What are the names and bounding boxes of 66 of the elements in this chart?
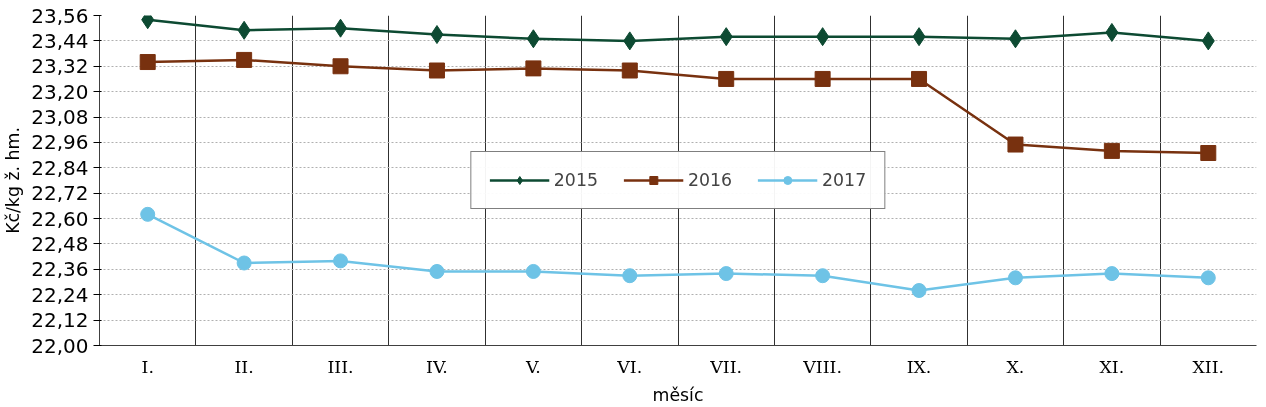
y-tick-label: 22,72 (31, 181, 89, 206)
x-tick-label: VIII. (802, 356, 842, 377)
y-tick-label: 22,48 (31, 231, 89, 256)
point (719, 27, 733, 47)
point (429, 263, 445, 279)
point (526, 29, 540, 49)
x-tick-label: XI. (1099, 356, 1125, 377)
legend-label: 2016 (687, 170, 733, 190)
y-tick-label: 23,08 (31, 105, 89, 130)
y-tick-label: 23,44 (31, 28, 89, 53)
y-tick-label: 23,20 (31, 79, 89, 104)
x-tick-label: V. (524, 356, 541, 377)
y-axis-title: Kč/kg ž. hm. (3, 127, 24, 234)
point (428, 62, 445, 79)
y-tick-label: 22,96 (31, 130, 89, 155)
point (718, 70, 735, 87)
point (1007, 136, 1024, 153)
y-tick-label: 22,12 (31, 308, 89, 333)
point (622, 268, 638, 284)
y-tick-label: 22,60 (31, 206, 89, 231)
x-tick-label: XII. (1192, 356, 1225, 377)
y-tick-label: 22,36 (31, 257, 89, 282)
point (816, 27, 830, 47)
point (525, 60, 542, 77)
point (911, 70, 928, 87)
point (621, 62, 638, 79)
point (1007, 270, 1023, 286)
point (236, 255, 252, 271)
point (334, 18, 348, 38)
point (1105, 22, 1119, 42)
point (237, 20, 251, 40)
point (333, 253, 349, 269)
x-tick-label: VII. (709, 356, 743, 377)
x-axis-title: měsíc (652, 384, 704, 405)
point (139, 54, 156, 71)
point (1200, 145, 1217, 161)
y-tick-label: 23,32 (31, 54, 89, 79)
point (1200, 270, 1216, 286)
point (236, 51, 253, 68)
point (1104, 266, 1120, 282)
point (332, 58, 349, 75)
x-tick-label: X. (1006, 356, 1025, 377)
y-tick-label: 22,00 (31, 333, 89, 358)
point (430, 25, 444, 45)
point (814, 70, 831, 87)
point (1103, 142, 1120, 159)
legend-label: 2015 (553, 170, 598, 190)
point (140, 206, 156, 222)
y-tick-label: 22,84 (31, 155, 89, 180)
point (815, 268, 831, 284)
point (911, 283, 927, 298)
y-tick-label: 22,24 (31, 282, 89, 307)
point (718, 266, 734, 282)
point (623, 31, 637, 51)
point (525, 263, 541, 279)
x-tick-label: III. (327, 356, 354, 377)
x-tick-label: II. (234, 356, 254, 377)
x-tick-label: I. (141, 356, 154, 377)
legend-label: 2017 (822, 170, 867, 190)
point (1008, 29, 1022, 49)
x-tick-label: IX. (906, 356, 932, 377)
x-tick-label: VI. (616, 356, 643, 377)
point (1201, 31, 1215, 51)
y-tick-label: 23,56 (31, 3, 89, 28)
point (912, 27, 926, 47)
x-tick-label: IV. (426, 356, 448, 377)
